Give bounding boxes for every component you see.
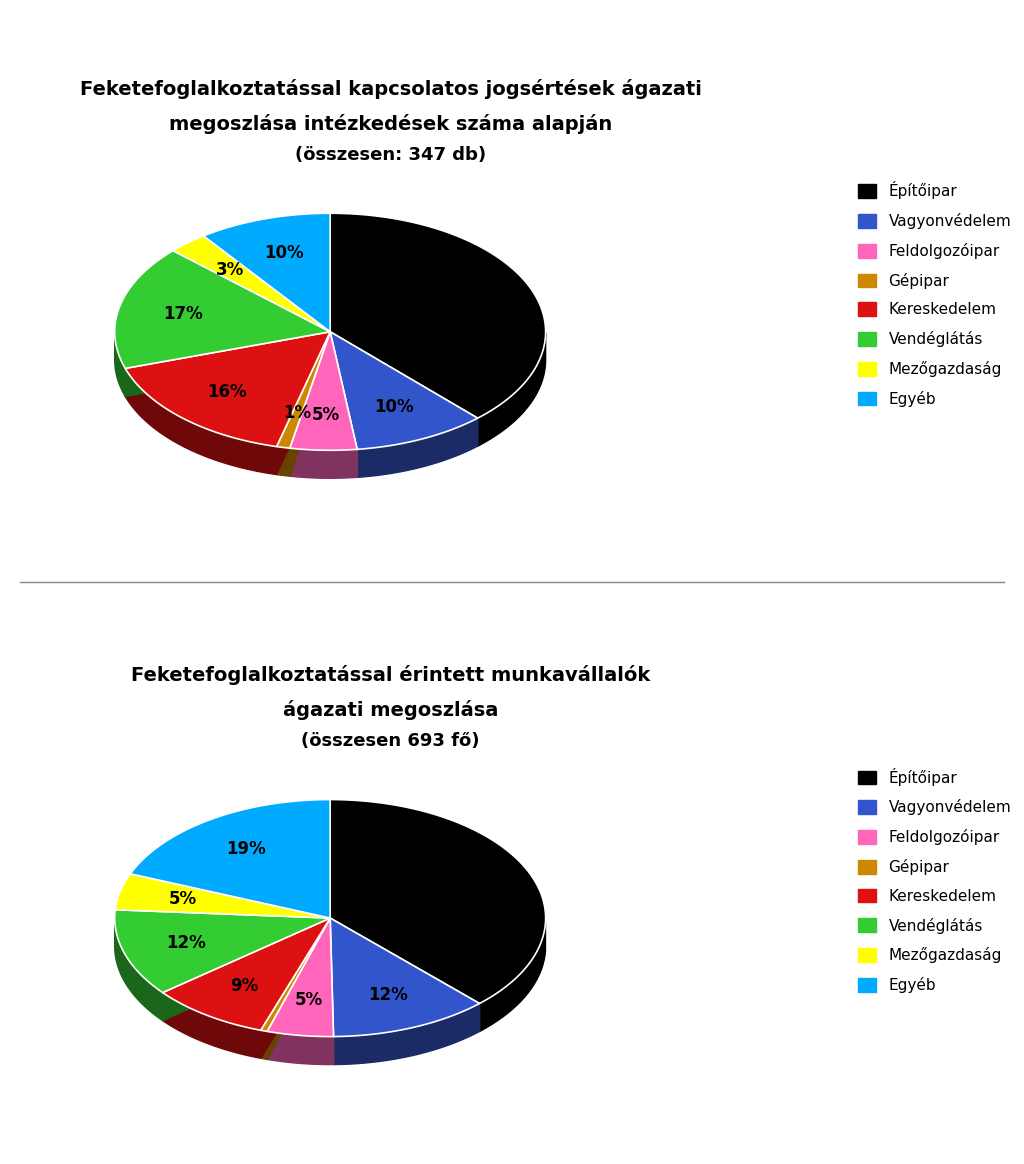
Polygon shape bbox=[330, 918, 479, 1031]
Polygon shape bbox=[116, 874, 330, 918]
Polygon shape bbox=[357, 418, 477, 477]
Polygon shape bbox=[163, 993, 261, 1058]
Text: Feketefoglalkoztatással érintett munkavállalók: Feketefoglalkoztatással érintett munkavá… bbox=[131, 666, 650, 686]
Polygon shape bbox=[330, 918, 479, 1031]
Polygon shape bbox=[204, 213, 330, 332]
Text: Feketefoglalkoztatással kapcsolatos jogsértések ágazati: Feketefoglalkoztatással kapcsolatos jogs… bbox=[80, 79, 701, 99]
Polygon shape bbox=[261, 918, 330, 1058]
Polygon shape bbox=[290, 332, 330, 476]
Text: 12%: 12% bbox=[368, 986, 408, 1003]
Text: 3%: 3% bbox=[216, 261, 245, 278]
Polygon shape bbox=[261, 1030, 267, 1059]
Text: 5%: 5% bbox=[169, 890, 198, 908]
Polygon shape bbox=[125, 332, 330, 397]
Text: 9%: 9% bbox=[229, 977, 258, 995]
Polygon shape bbox=[267, 918, 334, 1037]
Polygon shape bbox=[290, 332, 357, 450]
Polygon shape bbox=[330, 332, 357, 477]
Text: 5%: 5% bbox=[295, 992, 324, 1009]
Legend: Építőipar, Vagyonvédelem, Feldolgozóipar, Gépipar, Kereskedelem, Vendéglátás, Me: Építőipar, Vagyonvédelem, Feldolgozóipar… bbox=[852, 761, 1017, 999]
Text: 17%: 17% bbox=[163, 305, 203, 322]
Polygon shape bbox=[330, 332, 477, 449]
Polygon shape bbox=[115, 918, 163, 1021]
Polygon shape bbox=[290, 332, 330, 476]
Text: (összesen: 347 db): (összesen: 347 db) bbox=[295, 146, 486, 164]
Polygon shape bbox=[125, 368, 276, 475]
Polygon shape bbox=[330, 918, 334, 1065]
Polygon shape bbox=[330, 332, 357, 477]
Text: 38%: 38% bbox=[451, 878, 489, 896]
Polygon shape bbox=[276, 332, 330, 475]
Polygon shape bbox=[115, 333, 125, 397]
Polygon shape bbox=[276, 332, 330, 475]
Text: 19%: 19% bbox=[226, 840, 265, 858]
Text: 10%: 10% bbox=[375, 398, 414, 416]
Text: ágazati megoszlása: ágazati megoszlása bbox=[283, 700, 499, 719]
Text: 38%: 38% bbox=[451, 292, 490, 311]
Text: megoszlása intézkedések száma alapján: megoszlása intézkedések száma alapján bbox=[169, 114, 612, 134]
Polygon shape bbox=[276, 447, 290, 476]
Polygon shape bbox=[130, 800, 330, 918]
Polygon shape bbox=[330, 332, 477, 446]
Text: 1%: 1% bbox=[284, 404, 311, 421]
Polygon shape bbox=[115, 250, 330, 368]
Polygon shape bbox=[267, 1031, 334, 1065]
Polygon shape bbox=[125, 332, 330, 447]
Polygon shape bbox=[163, 918, 330, 1030]
Polygon shape bbox=[267, 918, 330, 1059]
Polygon shape bbox=[276, 332, 330, 448]
Polygon shape bbox=[477, 333, 546, 446]
Polygon shape bbox=[173, 236, 330, 332]
Text: 12%: 12% bbox=[167, 934, 206, 952]
Polygon shape bbox=[261, 918, 330, 1031]
Polygon shape bbox=[330, 918, 334, 1065]
Polygon shape bbox=[479, 923, 546, 1031]
Polygon shape bbox=[334, 1003, 479, 1065]
Text: (összesen 693 fő): (összesen 693 fő) bbox=[301, 732, 479, 750]
Text: 10%: 10% bbox=[264, 244, 303, 262]
Polygon shape bbox=[261, 918, 330, 1058]
Polygon shape bbox=[267, 918, 330, 1059]
Polygon shape bbox=[330, 800, 546, 1003]
Polygon shape bbox=[115, 910, 330, 993]
Legend: Építőipar, Vagyonvédelem, Feldolgozóipar, Gépipar, Kereskedelem, Vendéglátás, Me: Építőipar, Vagyonvédelem, Feldolgozóipar… bbox=[852, 176, 1017, 413]
Polygon shape bbox=[163, 918, 330, 1021]
Text: 5%: 5% bbox=[311, 406, 340, 424]
Polygon shape bbox=[290, 448, 357, 478]
Polygon shape bbox=[330, 918, 479, 1037]
Text: 16%: 16% bbox=[207, 383, 247, 402]
Polygon shape bbox=[330, 213, 546, 418]
Polygon shape bbox=[330, 332, 477, 446]
Polygon shape bbox=[125, 332, 330, 397]
Polygon shape bbox=[163, 918, 330, 1021]
